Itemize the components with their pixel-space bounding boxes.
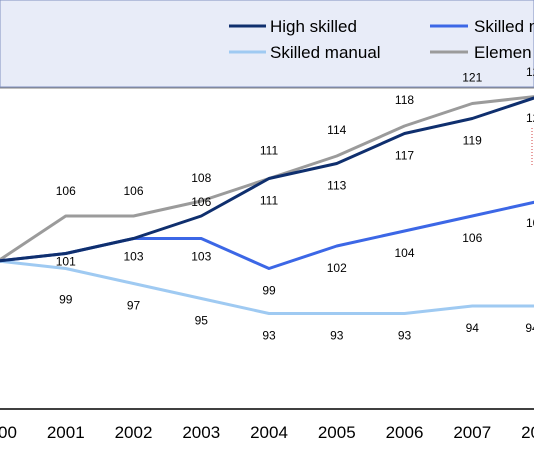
series-line-skilled-non-manual [0,200,534,270]
x-tick-label: 2007 [453,423,491,442]
data-label: 114 [327,123,346,137]
data-label: 122 [526,65,534,79]
x-tick-label: 2008 [521,423,534,442]
data-label: 108 [526,216,534,230]
data-label: 99 [262,284,276,298]
data-label: 119 [463,134,482,148]
data-label: 122 [526,111,534,125]
x-tick-label: 2006 [386,423,424,442]
data-label: 101 [56,255,76,269]
x-tick-label: 2005 [318,423,356,442]
data-label: 108 [191,171,211,185]
data-label: 103 [123,250,143,264]
data-label: 121 [462,71,482,85]
x-axis: 2000 2001 2002 2003 2004 2005 2006 2007 2008 [0,423,534,442]
data-label: 106 [123,184,143,198]
data-label: 93 [330,329,344,343]
data-label: 93 [398,329,412,343]
legend-label: High skilled [270,17,357,36]
data-label: 93 [262,329,276,343]
x-tick-label: 2004 [250,423,288,442]
data-label: 117 [395,149,414,163]
series-line-high-skilled [0,96,534,263]
data-label: 106 [56,184,76,198]
data-label: 94 [466,321,480,335]
legend-entry: Elemen [430,43,532,62]
data-label: 118 [395,93,414,107]
x-tick-label: 2002 [115,423,153,442]
data-label: 95 [195,314,209,328]
legend-label: Elemen [474,43,532,62]
legend-entry: High skilled [229,17,357,36]
legend-entry: Skilled manual [229,43,381,62]
data-label: 94 [525,321,534,335]
plot-area: 106 111 113 117 119 122 101 103 103 99 102 104 106 10… [0,65,534,410]
x-tick-label: 2001 [47,423,85,442]
data-label: 106 [191,195,211,209]
data-label: 113 [327,179,346,193]
data-label: 111 [260,194,279,208]
data-label: 99 [59,293,73,307]
data-label: 103 [191,250,211,264]
legend: High skilled Skilled n Skilled manual Eleme… [229,17,534,62]
x-tick-label: 2003 [182,423,220,442]
data-label: 104 [394,246,414,260]
data-label: 111 [260,144,279,158]
legend-panel [0,0,534,88]
series-line-skilled-manual [0,259,534,315]
legend-label: Skilled manual [270,43,381,62]
data-label: 106 [462,231,482,245]
data-label: 97 [127,299,141,313]
legend-label: Skilled n [474,17,534,36]
x-tick-label: 2000 [0,423,17,442]
legend-entry: Skilled n [430,17,534,36]
data-label: 102 [327,261,347,275]
